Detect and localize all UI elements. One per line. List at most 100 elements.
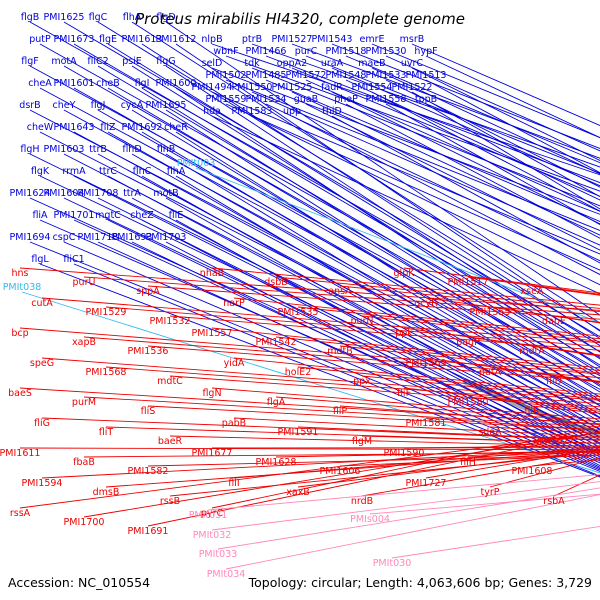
minus-gene-label: mdtB	[327, 346, 353, 357]
minus-leader-line	[531, 459, 600, 467]
trna-label: PMIt031	[189, 510, 228, 521]
plus-gene-label: PMI1692	[122, 122, 163, 133]
plus-leader-line	[305, 103, 600, 251]
plus-gene-label: PMI1530	[366, 46, 407, 57]
minus-gene-label: xapB	[72, 337, 96, 348]
plus-leader-line	[131, 21, 600, 324]
minus-gene-label: pagP	[456, 337, 480, 348]
plus-leader-line	[73, 131, 600, 415]
plus-gene-label: PMI1550	[232, 82, 273, 93]
minus-gene-label: fliI	[228, 478, 239, 489]
plus-leader-line	[39, 131, 600, 419]
plus-gene-label: PMI1718	[78, 232, 119, 243]
plus-gene-label: PMI1604	[44, 188, 85, 199]
plus-gene-label: flgJ	[91, 100, 106, 111]
minus-leader-line	[425, 448, 600, 479]
plus-leader-line	[371, 43, 600, 139]
minus-leader-line	[275, 336, 600, 371]
plus-gene-label: PMI1643	[54, 122, 95, 133]
minus-gene-label: PMI1677	[192, 448, 233, 459]
plus-leader-line	[265, 55, 600, 184]
plus-leader-line	[425, 103, 600, 210]
plus-leader-line	[165, 153, 600, 418]
minus-gene-label: mdtC	[157, 376, 183, 387]
plus-gene-label: oppA2	[277, 58, 307, 69]
plus-gene-label: PMI1548	[326, 70, 367, 81]
plus-gene-label: PMI1694	[10, 232, 51, 243]
minus-leader-line	[83, 276, 600, 316]
minus-gene-label: flgA	[267, 397, 286, 408]
minus-gene-label: PMI1606	[320, 466, 361, 477]
minus-leader-line	[147, 285, 600, 320]
minus-gene-label: fliT	[99, 427, 114, 438]
plus-gene-label: cheY	[53, 100, 76, 111]
plus-gene-label: flhB	[157, 144, 176, 155]
minus-leader-line	[297, 306, 600, 340]
plus-gene-label: flhA	[167, 166, 186, 177]
minus-gene-label: fliR	[524, 406, 540, 417]
accession-text: Accession: NC_010554	[8, 575, 151, 590]
map-title: Proteus mirabilis HI4320, complete genom…	[135, 10, 465, 28]
minus-gene-label: fliG	[34, 418, 50, 429]
minus-gene-label: pyrC	[201, 508, 224, 519]
plus-leader-line	[291, 67, 600, 197]
minus-leader-line	[361, 453, 600, 497]
plus-gene-label: flhA	[123, 12, 142, 23]
plus-gene-label: PMI1466	[246, 46, 287, 57]
trna-label: PMIt033	[199, 549, 238, 560]
plus-leader-line	[63, 65, 600, 372]
plus-gene-label: cheW	[27, 122, 54, 133]
minus-leader-line	[275, 450, 600, 458]
minus-gene-label: ansA	[328, 286, 352, 297]
plus-leader-line	[97, 241, 600, 470]
plus-gene-label: flhD	[122, 144, 141, 155]
plus-gene-label: hypF	[414, 46, 437, 57]
plus-leader-line	[107, 131, 600, 411]
minus-leader-line	[297, 449, 600, 488]
plus-gene-label: ttrC	[99, 166, 117, 177]
trna-leader-line	[217, 487, 600, 550]
minus-gene-label: purU	[73, 277, 96, 288]
plus-gene-label: fliZ	[100, 122, 116, 133]
plus-gene-label: fliC1	[63, 254, 84, 265]
plus-gene-label: uraA	[321, 58, 344, 69]
plus-gene-label: tppB	[415, 94, 437, 105]
minus-leader-line	[233, 357, 600, 395]
plus-leader-line	[331, 67, 600, 187]
minus-leader-line	[467, 396, 600, 412]
minus-leader-line	[41, 417, 600, 441]
minus-leader-line	[105, 366, 600, 404]
plus-gene-label: flgI	[135, 78, 150, 89]
minus-gene-label: PMI1517	[448, 277, 489, 288]
minus-gene-label: narP	[223, 298, 245, 309]
plus-leader-line	[425, 55, 600, 139]
plus-leader-line	[411, 91, 600, 198]
minus-gene-label: purM	[72, 397, 96, 408]
plus-gene-label: PMI1708	[78, 188, 119, 199]
minus-leader-line	[489, 426, 600, 435]
plus-leader-line	[73, 87, 600, 386]
minus-leader-line	[211, 426, 600, 509]
minus-gene-label: purN	[350, 316, 373, 327]
minus-gene-label: PMI1536	[128, 346, 169, 357]
plus-leader-line	[63, 241, 600, 471]
footer: Accession: NC_010554 Topology: circular;…	[8, 575, 592, 593]
plus-leader-line	[371, 67, 600, 175]
plus-leader-line	[141, 43, 600, 340]
plus-gene-label: flhC	[133, 166, 152, 177]
plus-gene-label: flgB	[21, 12, 40, 23]
plus-leader-line	[165, 241, 600, 467]
topology-text: Topology: circular; Length: 4,063,606 bp…	[248, 575, 592, 590]
minus-gene-label: PMI1591	[278, 427, 319, 438]
minus-gene-label: cutA	[31, 298, 53, 309]
plus-gene-label: PMI1485	[246, 70, 287, 81]
plus-gene-label: flgF	[21, 56, 38, 67]
minus-leader-line	[361, 375, 600, 400]
plus-gene-label: selD	[202, 58, 223, 69]
plus-gene-label: ptrB	[242, 34, 262, 45]
minus-leader-line	[147, 405, 600, 431]
plus-leader-line	[251, 115, 600, 286]
minus-gene-label: PMI1590	[384, 448, 425, 459]
minus-gene-label: PMI1529	[86, 307, 127, 318]
minus-gene-label: fbaB	[73, 457, 95, 468]
